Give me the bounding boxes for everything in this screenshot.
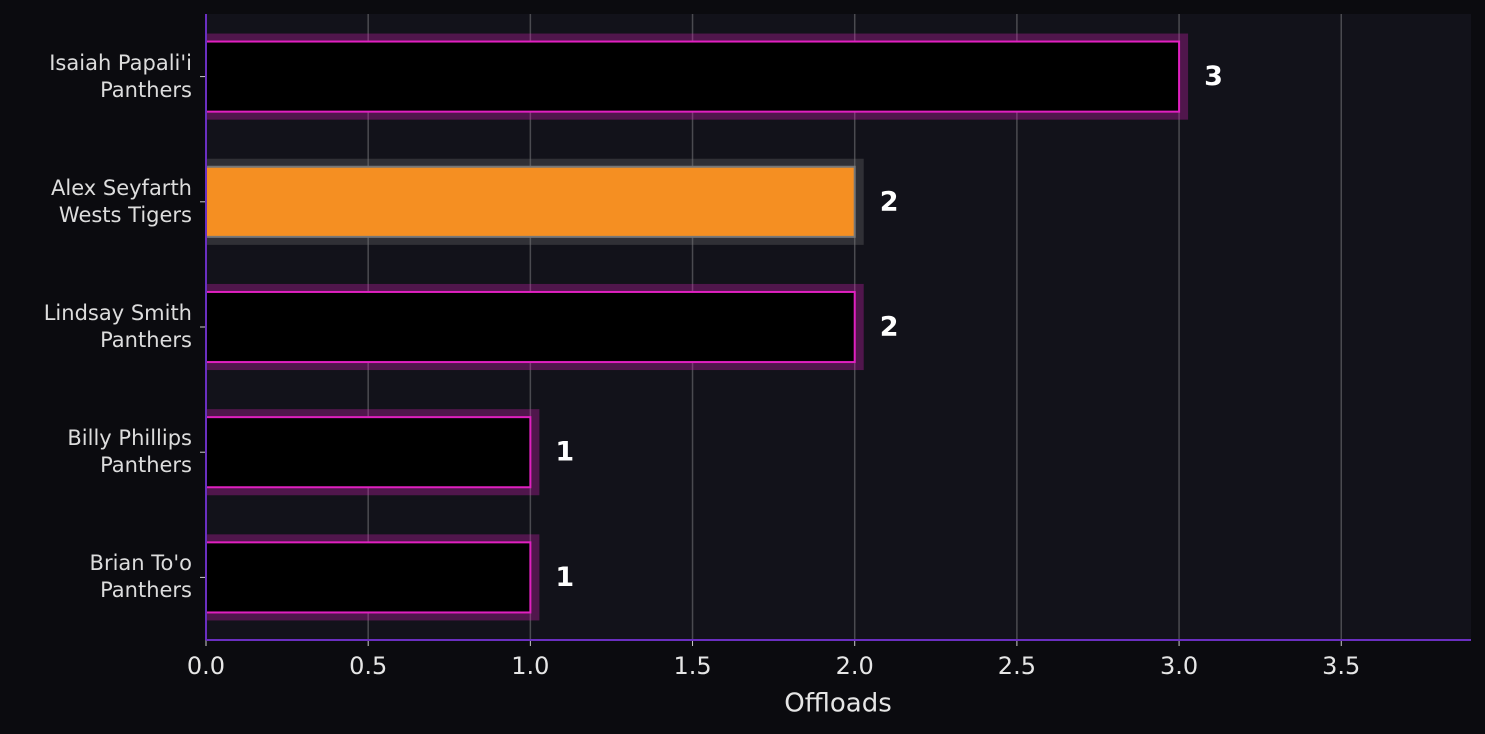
y-tick-label: Lindsay Smith Panthers: [43, 301, 192, 352]
y-tick-label: Alex Seyfarth Wests Tigers: [51, 175, 192, 227]
bar: [205, 541, 532, 614]
x-tick-label: 3.0: [1160, 652, 1198, 680]
x-tick-label: 1.5: [673, 652, 711, 680]
value-label: 1: [555, 562, 574, 593]
value-label: 1: [555, 437, 574, 468]
x-tick-label: 1.0: [511, 652, 549, 680]
x-tick-label: 2.5: [998, 652, 1036, 680]
value-label: 2: [880, 186, 899, 217]
y-tick-label: Isaiah Papali'i Panthers: [49, 50, 192, 102]
y-tick-label: Billy Phillips Panthers: [67, 426, 192, 478]
x-axis-label: Offloads: [784, 689, 892, 719]
x-tick-label: 3.5: [1322, 652, 1360, 680]
bar: [205, 40, 1181, 113]
x-tick-label: 0.5: [349, 652, 387, 680]
x-tick-label: 2.0: [836, 652, 874, 680]
x-tick-label: 0.0: [187, 652, 225, 680]
value-label: 2: [880, 312, 899, 343]
bar: [205, 165, 856, 238]
bar: [205, 290, 856, 364]
value-label: 3: [1204, 61, 1223, 92]
y-tick-label: Brian To'o Panthers: [89, 551, 192, 603]
bar: [205, 416, 532, 489]
